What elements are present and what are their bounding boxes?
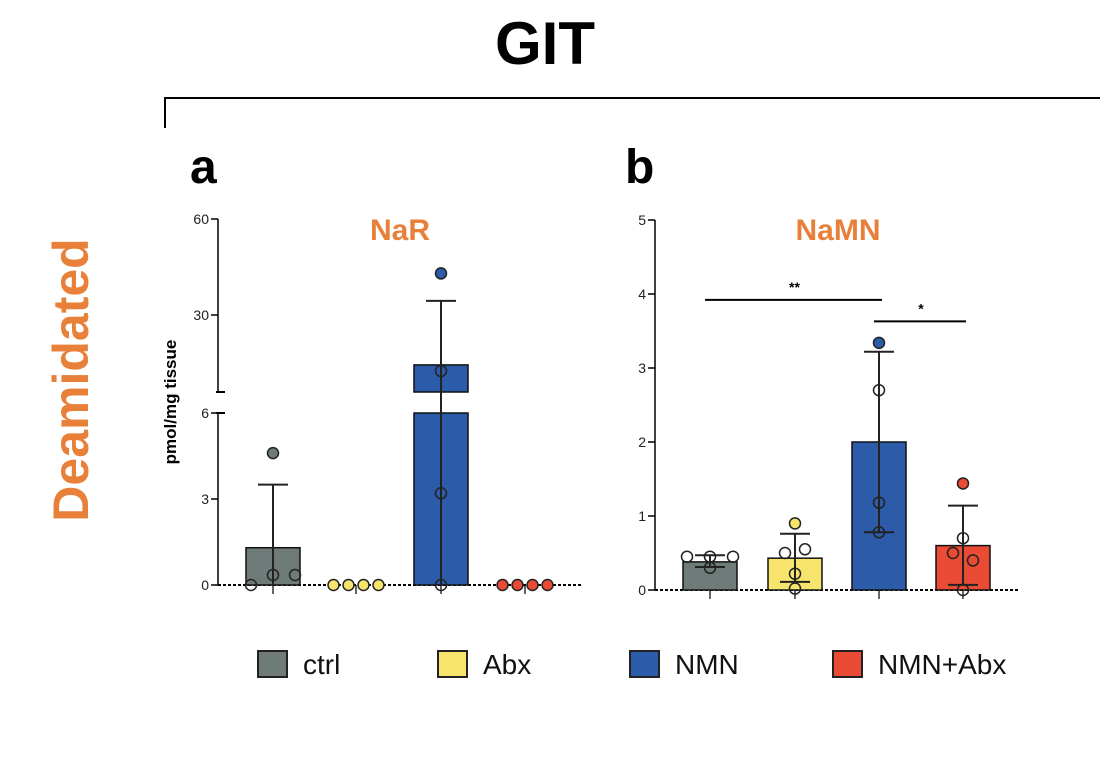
y-tick-label: 60: [193, 211, 209, 227]
panel-a-plot: 0 3 6 30 60: [193, 211, 582, 594]
data-point-Abx: [788, 517, 802, 530]
data-point-NMN: [872, 336, 886, 350]
data-point-Abx: [342, 578, 355, 592]
data-point-NMN+Abx: [526, 578, 539, 592]
legend-swatch-ctrl: [257, 650, 288, 678]
panel-label-a: a: [190, 141, 217, 194]
legend: ctrl Abx NMN NMN+Abx: [257, 649, 1006, 680]
y-tick-label: 3: [638, 360, 646, 376]
y-tick-label: 5: [638, 212, 646, 228]
group-bracket: [164, 97, 1100, 128]
data-point-Abx: [788, 567, 802, 580]
data-point-ctrl: [288, 568, 302, 582]
data-point-ctrl: [703, 561, 717, 575]
data-point-ctrl: [680, 550, 694, 563]
y-tick-label: 3: [201, 491, 209, 507]
row-label: Deamidated: [43, 238, 99, 521]
y-tick-label: 1: [638, 508, 646, 524]
data-point-NMN: [434, 487, 448, 500]
data-point-Abx: [788, 582, 802, 595]
data-point-NMN+Abx: [541, 578, 554, 592]
data-point-Abx: [357, 578, 370, 592]
y-tick-label: 0: [201, 577, 209, 593]
legend-swatch-NMN+Abx: [832, 650, 863, 678]
data-point-NMN+Abx: [946, 546, 960, 560]
data-point-ctrl: [726, 550, 740, 563]
data-point-NMN+Abx: [511, 578, 524, 592]
data-point-NMN: [434, 578, 448, 592]
data-point-NMN+Abx: [966, 554, 980, 567]
significance-label: *: [918, 300, 924, 316]
panel-label-b: b: [625, 141, 654, 194]
y-tick-label: 4: [638, 286, 646, 302]
data-point-NMN: [434, 267, 448, 280]
y-tick-label: 6: [201, 405, 209, 421]
data-point-NMN: [872, 496, 886, 509]
data-point-NMN+Abx: [956, 531, 970, 545]
figure-title: GIT: [495, 10, 595, 77]
y-tick-label: 0: [638, 582, 646, 598]
data-point-NMN+Abx: [956, 583, 970, 597]
y-tick-label: 2: [638, 434, 646, 450]
y-tick-label: 30: [193, 307, 209, 323]
data-point-NMN: [872, 526, 886, 539]
data-point-ctrl: [266, 568, 280, 582]
data-point-ctrl: [266, 446, 280, 460]
data-point-NMN: [872, 383, 886, 397]
legend-label: NMN+Abx: [878, 649, 1006, 680]
legend-label: ctrl: [303, 649, 340, 680]
y-axis-label: pmol/mg tissue: [161, 340, 180, 465]
data-point-ctrl: [244, 578, 258, 592]
data-point-NMN: [434, 364, 448, 378]
panel-b-title: NaMN: [795, 214, 880, 247]
data-point-Abx: [778, 546, 792, 560]
data-point-Abx: [327, 578, 340, 592]
legend-swatch-NMN: [629, 650, 660, 678]
data-point-NMN+Abx: [956, 477, 970, 490]
legend-label: Abx: [483, 649, 531, 680]
data-point-NMN+Abx: [496, 578, 509, 592]
significance-label: **: [789, 279, 800, 295]
legend-swatch-Abx: [437, 650, 468, 678]
data-point-Abx: [372, 578, 385, 592]
data-point-Abx: [798, 543, 812, 556]
panel-a-title: NaR: [370, 214, 430, 247]
legend-label: NMN: [675, 649, 739, 680]
